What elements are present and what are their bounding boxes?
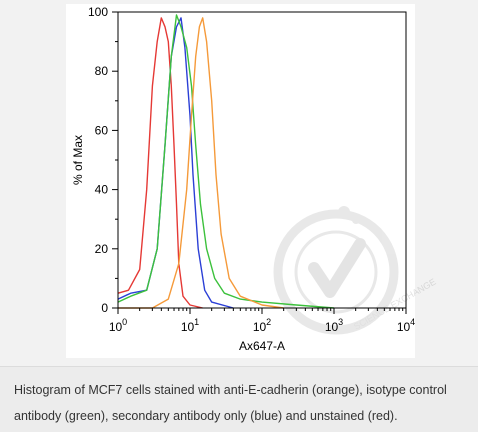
y-axis-label: % of Max	[71, 135, 85, 185]
watermark-inner-ring	[294, 230, 378, 314]
y-tick-label: 20	[95, 242, 109, 256]
plot-frame	[117, 11, 407, 309]
y-tick-label: 60	[95, 123, 109, 137]
x-axis: 100 101 102 103 104	[109, 308, 415, 334]
y-tick-label: 40	[95, 183, 109, 197]
x-tick-label: 103	[325, 317, 343, 334]
curves-layer	[117, 14, 335, 309]
y-tick-label: 80	[95, 64, 109, 78]
x-axis-label: Ax647-A	[239, 339, 285, 353]
x-tick-label: 104	[397, 317, 415, 334]
figure-caption: Histogram of MCF7 cells stained with ant…	[0, 366, 478, 432]
x-tick-label: 102	[253, 317, 271, 334]
y-tick-label: 100	[88, 5, 108, 19]
y-tick-label: 0	[101, 301, 108, 315]
y-axis: 0 20 40 60 80 100	[88, 5, 118, 315]
histogram-series-2	[117, 14, 335, 309]
watermark-logo: SCIENCE EXCHANGE	[273, 206, 438, 335]
watermark-dot	[338, 206, 350, 218]
watermark-dot	[352, 216, 360, 224]
histogram-series-0	[117, 17, 203, 309]
x-tick-label: 100	[109, 317, 127, 334]
histogram-series-3	[118, 17, 284, 309]
watermark-ring	[273, 209, 399, 335]
x-tick-label: 101	[181, 317, 199, 334]
checkmark-seal-icon	[308, 238, 366, 298]
